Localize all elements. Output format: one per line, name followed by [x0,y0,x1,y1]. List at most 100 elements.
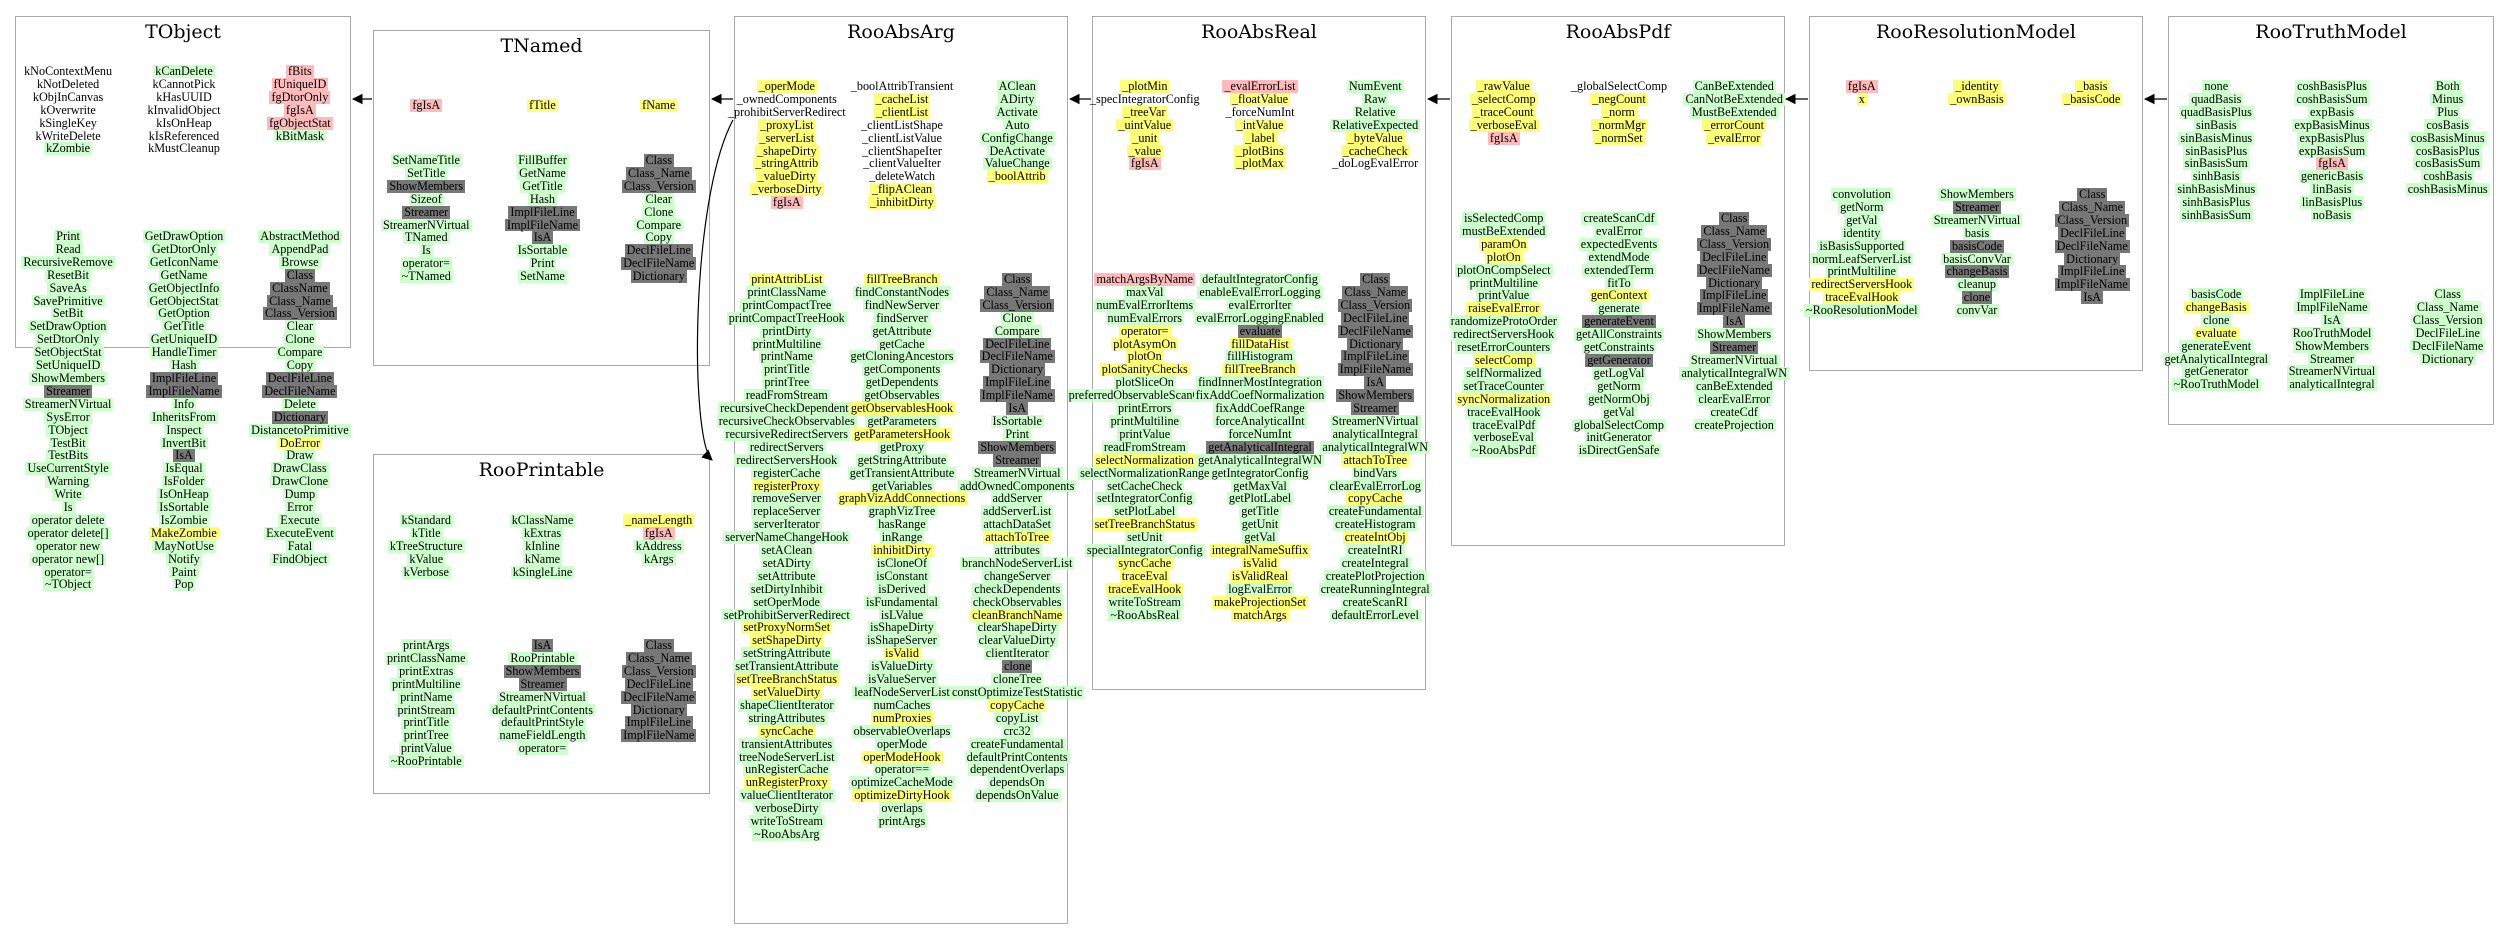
member-method[interactable]: Dictionary [2419,351,2476,366]
member-method[interactable]: getObservables [862,388,942,403]
member-method[interactable]: ShowMembers [387,178,466,193]
member-method[interactable]: Delete [282,396,318,411]
member-attribute[interactable]: sinhBasis [2190,169,2242,184]
member-method[interactable]: getVariables [869,478,935,493]
member-attribute[interactable]: sinBasisPlus [2183,143,2250,158]
member-attribute[interactable]: _nameLength [623,513,695,527]
member-attribute[interactable]: kTitle [409,525,443,540]
member-method[interactable]: GetName [517,165,568,180]
member-method[interactable]: evalErrorIter [1226,297,1294,312]
member-method[interactable]: Copy [643,230,674,245]
member-method[interactable]: DeclFileLine [265,370,335,385]
member-method[interactable]: printValue [1476,288,1532,303]
member-method[interactable]: isShapeDirty [868,620,936,635]
member-method[interactable]: IsA [531,638,554,652]
member-method[interactable]: getVal [1242,530,1278,545]
member-method[interactable]: attachDataSet [981,517,1054,532]
member-method[interactable]: DeclFileName [1696,262,1772,277]
member-method[interactable]: Read [53,241,83,256]
member-method[interactable]: attachToTree [1341,452,1410,467]
member-method[interactable]: Warning [45,474,91,489]
member-method[interactable]: DeclFileName [621,256,697,271]
member-method[interactable]: printDirty [760,323,814,338]
member-method[interactable]: dependsOnValue [973,788,1061,803]
member-attribute[interactable]: kCannotPick [152,76,216,91]
member-method[interactable]: createIntRI [1345,543,1405,558]
member-method[interactable]: setShapeDirty [750,633,824,648]
member-method[interactable]: Class_Version [1338,297,1413,312]
member-method[interactable]: globalSelectComp [1571,417,1667,432]
member-method[interactable]: syncNormalization [1455,391,1553,406]
member-method[interactable]: StreamerNVirtual [1931,212,2023,227]
member-method[interactable]: Class_Version [2410,312,2485,327]
member-method[interactable]: setTransientAttribute [733,659,841,674]
member-attribute[interactable]: Minus [2430,91,2466,106]
member-method[interactable]: HandleTimer [149,345,219,360]
member-method[interactable]: fitTo [1605,275,1633,290]
member-method[interactable]: clearShapeDirty [975,620,1059,635]
member-method[interactable]: SaveAs [47,280,89,295]
member-method[interactable]: Streamer [402,204,451,219]
member-method[interactable]: clone [2201,312,2232,327]
member-method[interactable]: IsSortable [990,413,1044,428]
member-method[interactable]: printTitle [401,715,452,730]
member-method[interactable]: evaluate [2193,325,2239,340]
member-attribute[interactable]: _boolAttribTransient [850,79,954,93]
member-method[interactable]: ImplFileName [1696,301,1772,316]
member-method[interactable]: ImplFileName [979,388,1055,403]
member-attribute[interactable]: kNotDeleted [36,76,100,91]
member-method[interactable]: fixAddCoefRange [1213,401,1307,416]
member-attribute[interactable]: cosBasisPlus [2413,143,2482,158]
member-method[interactable]: Class_Name [984,284,1051,299]
member-method[interactable]: GetName [158,267,210,282]
member-attribute[interactable]: sinhBasisSum [2179,208,2253,223]
member-method[interactable]: printValue [1117,426,1173,441]
member-attribute[interactable]: fgIsA [284,102,316,117]
member-attribute[interactable]: Activate [994,104,1040,119]
member-method[interactable]: getVal [1601,404,1637,419]
member-method[interactable]: createIntegral [1339,555,1411,570]
member-attribute[interactable]: _intValue [1234,117,1286,132]
member-method[interactable]: defaultPrintStyle [499,715,586,730]
member-attribute[interactable]: coshBasisMinus [2405,182,2490,197]
member-method[interactable]: ImplFileName [2294,299,2370,314]
member-method[interactable]: printErrors [1116,401,1174,416]
member-attribute[interactable]: sinBasisSum [2182,156,2250,171]
member-method[interactable]: crc32 [1001,723,1033,738]
member-method[interactable]: plotAsymOn [1111,336,1179,351]
member-method[interactable]: SetObjectStat [32,345,104,360]
member-attribute[interactable]: Plus [2435,104,2461,119]
member-method[interactable]: IsZombie [158,512,210,527]
member-attribute[interactable]: fgDtorOnly [269,89,331,104]
member-method[interactable]: traceEvalHook [1823,290,1901,305]
member-method[interactable]: printValue [398,741,454,756]
member-method[interactable]: getObservablesHook [848,401,956,416]
member-attribute[interactable]: _verboseDirty [749,182,824,197]
member-method[interactable]: StreamerNVirtual [1329,413,1421,428]
member-method[interactable]: clearEvalError [1696,391,1773,406]
member-method[interactable]: Class_Name [1701,223,1768,238]
member-method[interactable]: cleanup [1956,277,1998,292]
member-method[interactable]: Print [528,256,557,271]
member-method[interactable]: numCaches [871,697,933,712]
member-method[interactable]: Compare [992,323,1042,338]
member-attribute[interactable]: RelativeExpected [1330,117,1421,132]
member-attribute[interactable]: ADirty [997,91,1037,106]
member-method[interactable]: StreamerNVirtual [971,465,1063,480]
member-attribute[interactable]: _plotMin [1120,79,1170,93]
member-method[interactable]: Class_Version [621,663,696,678]
member-method[interactable]: Class [643,153,674,167]
member-method[interactable]: setValueDirty [751,685,823,699]
member-method[interactable]: operator= [42,564,94,579]
member-method[interactable]: dependsOn [987,775,1047,790]
member-attribute[interactable]: kOverwrite [40,102,96,117]
member-method[interactable]: Streamer [44,383,93,398]
member-method[interactable]: Dictionary [1706,275,1763,290]
member-method[interactable]: Class [643,638,674,652]
member-method[interactable]: generateEvent [1582,314,1656,329]
member-method[interactable]: Dump [282,487,318,502]
member-method[interactable]: GetDtorOnly [149,241,219,256]
member-attribute[interactable]: _stringAttrib [753,156,821,171]
member-method[interactable]: printMultiline [390,676,463,691]
member-method[interactable]: Dictionary [989,362,1046,377]
